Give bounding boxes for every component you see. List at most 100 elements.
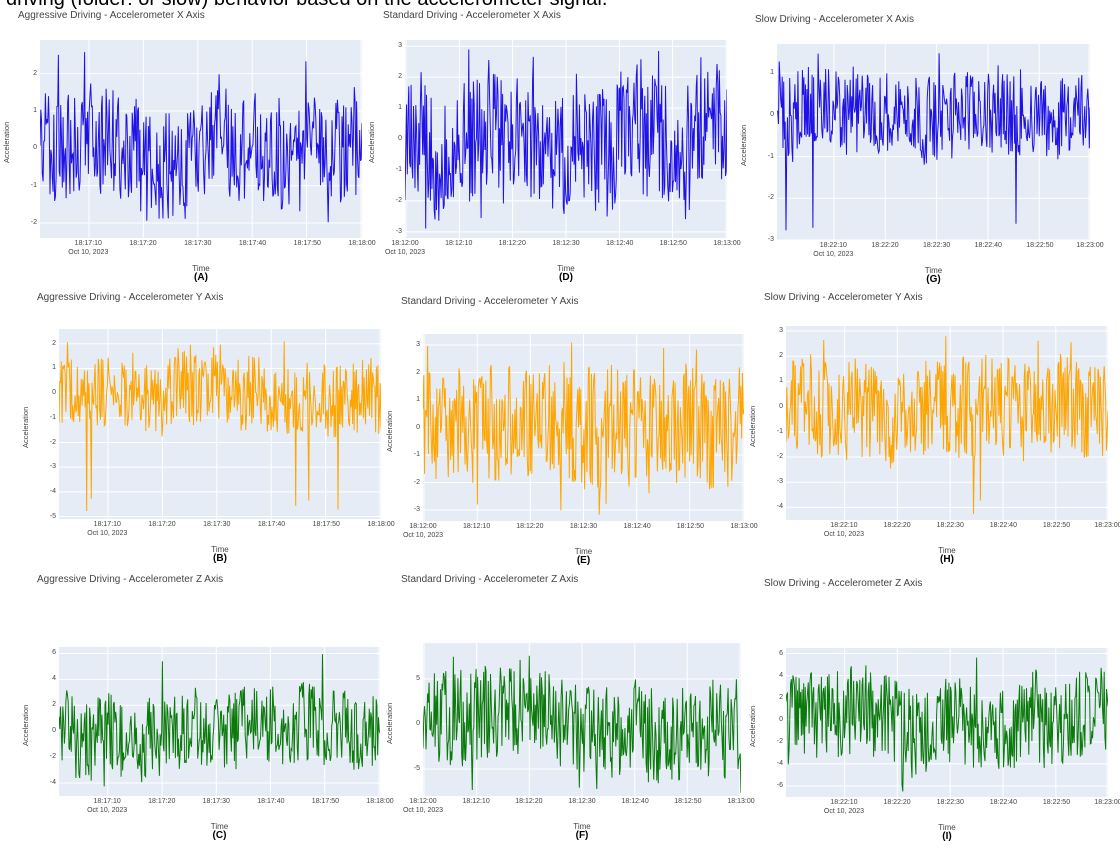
x-tick-label: 18:17:10 (93, 521, 121, 528)
x-tick-label: 18:22:10 (830, 522, 858, 529)
x-tick-label: 18:12:20 (516, 523, 544, 530)
x-tick-label: 18:22:50 (1042, 799, 1071, 806)
panel-label: (G) (926, 274, 941, 285)
chart-title: Standard Driving - Accelerometer Z Axis (401, 574, 579, 585)
x-axis-label: Time (210, 822, 229, 831)
plot-area (59, 329, 381, 519)
y-tick-label: 4 (52, 675, 56, 683)
y-tick-label: -4 (49, 487, 56, 495)
x-tick-label: 18:22:40 (989, 522, 1017, 529)
y-axis-label: Acceleration (21, 406, 30, 448)
panel-label: (I) (942, 831, 952, 842)
plot-svg (405, 40, 727, 238)
date-label: Oct 10, 2023 (87, 530, 128, 537)
date-label: Oct 10, 2023 (384, 249, 426, 256)
y-tick-label: 1 (33, 106, 37, 114)
plot-area (423, 334, 744, 521)
y-tick-label: -3 (413, 506, 420, 513)
y-tick-label: -1 (767, 152, 774, 160)
plot-svg (40, 40, 362, 238)
x-tick-label: 18:17:20 (148, 798, 176, 805)
y-tick-label: 0 (416, 423, 420, 431)
x-tick-label: 18:17:20 (148, 521, 176, 528)
date-label: Oct 10, 2023 (402, 807, 444, 814)
chart-title: Slow Driving - Accelerometer Z Axis (764, 578, 923, 589)
x-tick-label: 18:12:50 (676, 523, 705, 530)
y-tick-label: -3 (395, 227, 402, 235)
x-tick-label: 18:12:50 (674, 798, 702, 805)
y-tick-label: -2 (413, 478, 420, 486)
x-axis-label: Time (924, 266, 943, 275)
x-tick-label: 18:12:20 (498, 240, 526, 247)
y-tick-label: -4 (776, 503, 783, 511)
y-tick-label: -6 (776, 781, 783, 789)
x-tick-label: 18:23:00 (1076, 242, 1104, 249)
plot-area (777, 44, 1090, 240)
x-axis-label: Time (574, 547, 593, 556)
x-tick-label: 18:18:00 (366, 798, 394, 805)
y-tick-label: 6 (52, 649, 56, 657)
y-axis-label: Acceleration (385, 702, 394, 744)
series-line (405, 49, 727, 229)
y-tick-label: 6 (779, 649, 783, 657)
date-label: Oct 10, 2023 (823, 808, 864, 815)
x-tick-label: 18:17:10 (74, 240, 102, 247)
date-label: Oct 10, 2023 (87, 807, 128, 814)
plot-svg (59, 647, 380, 796)
x-tick-label: 18:13:00 (730, 523, 758, 530)
y-tick-label: 2 (416, 368, 420, 376)
y-axis-label: Acceleration (367, 121, 376, 163)
y-tick-label: -2 (776, 453, 783, 460)
series-line (786, 336, 1108, 514)
x-axis-label: Time (938, 546, 956, 555)
x-tick-label: 18:12:40 (606, 240, 634, 247)
y-tick-label: 1 (398, 104, 402, 112)
plot-svg (786, 648, 1108, 797)
y-tick-label: -2 (395, 196, 402, 204)
chart-title: Slow Driving - Accelerometer Y Axis (764, 292, 923, 303)
x-tick-label: 18:12:10 (462, 523, 491, 530)
panel-label: (C) (212, 830, 227, 841)
series-line (59, 654, 380, 787)
x-tick-label: 18:12:10 (462, 798, 490, 805)
y-tick-label: -1 (413, 451, 420, 458)
plot-area (405, 40, 727, 238)
x-tick-label: 18:12:20 (515, 798, 543, 805)
series-line (40, 52, 362, 223)
y-tick-label: -1 (30, 181, 37, 189)
y-tick-label: 0 (52, 389, 56, 397)
x-tick-label: 18:12:00 (409, 523, 437, 530)
date-label: Oct 10, 2023 (68, 249, 109, 256)
chart-title: Slow Driving - Accelerometer X Axis (755, 14, 914, 25)
x-tick-label: 18:22:40 (989, 799, 1017, 806)
y-tick-label: 5 (416, 675, 420, 682)
x-tick-label: 18:22:50 (1042, 522, 1071, 529)
y-axis-label: Acceleration (21, 704, 30, 746)
y-tick-label: 0 (779, 402, 783, 410)
y-tick-label: -2 (776, 737, 783, 745)
y-tick-label: -5 (49, 512, 56, 520)
y-tick-label: 0 (779, 715, 783, 723)
series-line (59, 341, 381, 512)
series-line (786, 657, 1108, 792)
x-tick-label: 18:17:30 (203, 521, 231, 528)
x-tick-label: 18:22:40 (974, 242, 1002, 249)
x-tick-label: 18:22:10 (830, 799, 858, 806)
chart-title: Aggressive Driving - Accelerometer Z Axi… (37, 574, 224, 585)
y-tick-label: 3 (416, 341, 420, 348)
y-tick-label: 4 (779, 671, 783, 679)
x-tick-label: 18:17:30 (202, 798, 230, 805)
y-tick-label: 0 (416, 720, 420, 727)
x-tick-label: 18:17:10 (93, 798, 121, 805)
y-tick-label: 1 (52, 364, 56, 372)
plot-svg (423, 643, 741, 796)
panel-label: (B) (213, 553, 227, 564)
x-tick-label: 18:17:50 (311, 798, 340, 805)
x-tick-label: 18:12:10 (445, 240, 473, 247)
x-tick-label: 18:17:50 (312, 521, 340, 528)
x-tick-label: 18:13:00 (713, 240, 741, 247)
x-tick-label: 18:23:00 (1094, 522, 1120, 529)
panel-label: (H) (940, 554, 954, 565)
x-axis-label: Time (192, 264, 210, 273)
chart-title: Standard Driving - Accelerometer X Axis (383, 10, 561, 21)
